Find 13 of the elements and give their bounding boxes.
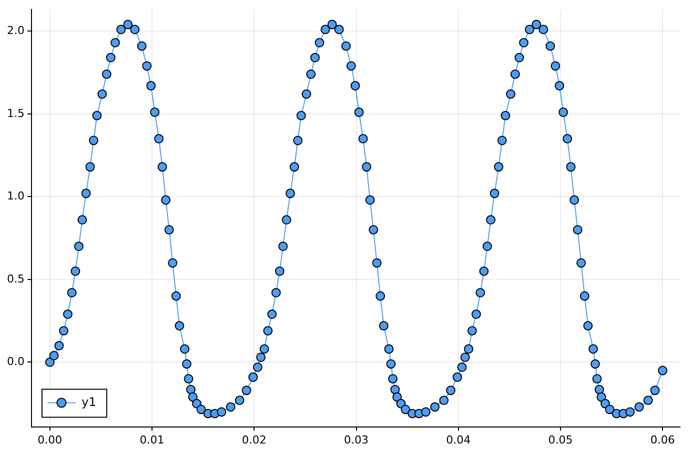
x-tick-label: 0.06	[650, 433, 675, 446]
x-tick-label: 0.05	[548, 433, 573, 446]
x-tick-label: 0.04	[446, 433, 471, 446]
x-tick-label: 0.02	[242, 433, 266, 446]
y-tick-label: 1.5	[6, 106, 24, 120]
x-tick-label: 0.01	[140, 433, 164, 446]
y-tick-label: 1.0	[6, 190, 24, 203]
y-tick-label: 0.0	[6, 355, 24, 368]
y-tick-label: 2.0	[6, 24, 24, 37]
y-tick-label: 0.5	[6, 272, 24, 286]
x-tick-label: 0.03	[344, 433, 369, 446]
x-tick-label: 0.00	[38, 433, 62, 446]
legend-label: y1	[81, 394, 96, 409]
